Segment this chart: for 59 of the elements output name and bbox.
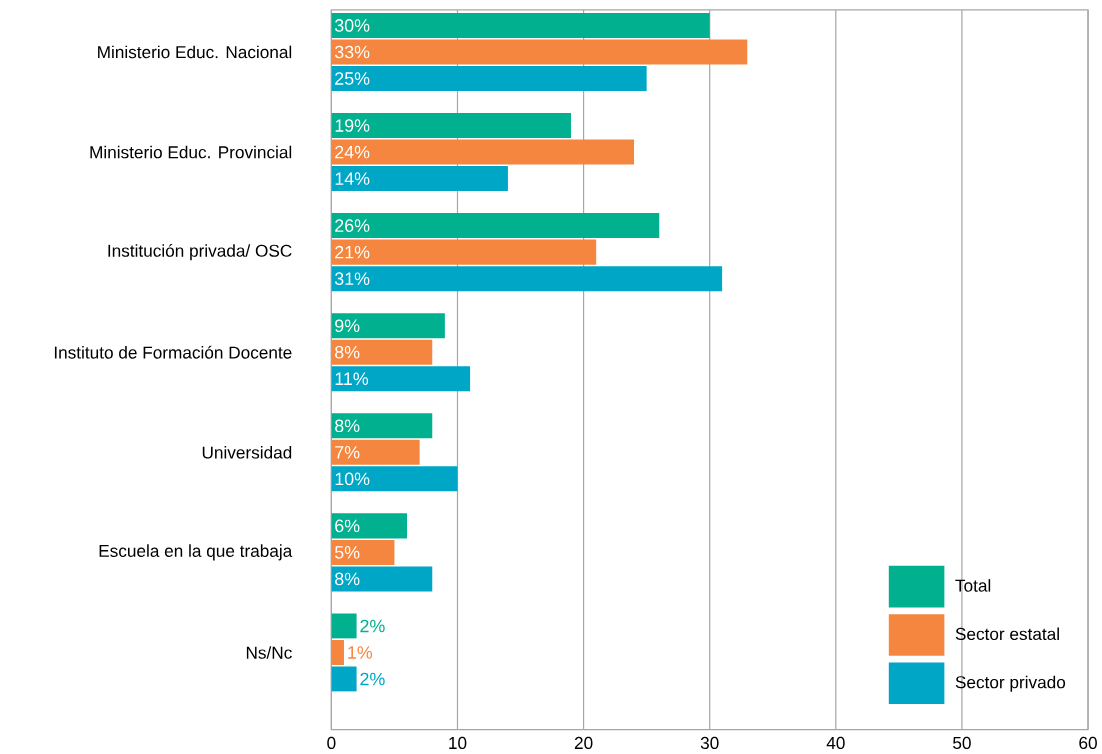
- data-label: 8%: [335, 345, 360, 359]
- bar: [331, 513, 408, 539]
- bar: [331, 539, 395, 565]
- bar: [331, 339, 433, 365]
- data-label: 21%: [335, 245, 370, 259]
- bar: [331, 413, 433, 439]
- bar: [331, 39, 748, 65]
- y-tick-label: Instituto de Formación Docente: [54, 345, 292, 359]
- data-label: 25%: [335, 71, 370, 85]
- bar: [331, 439, 420, 465]
- bar: [331, 566, 433, 592]
- text: Sector estatal: [955, 627, 1059, 640]
- bar: [331, 265, 723, 291]
- bar: [331, 466, 458, 492]
- y-tick-label: Institución privada/ OSC: [108, 243, 292, 261]
- bar: [331, 212, 660, 238]
- text: Sector privado: [955, 675, 1066, 692]
- data-label: 14%: [335, 172, 370, 185]
- y-tick-label: Ministerio Educ. Nacional: [98, 45, 292, 59]
- bar: [331, 639, 344, 665]
- data-label: 6%: [335, 519, 360, 533]
- bar: [331, 139, 635, 165]
- data-label: 2%: [360, 619, 385, 633]
- x-tick-label: 20: [574, 736, 593, 749]
- y-tick-label: Ministerio Educ. Provincial: [90, 145, 292, 159]
- x-tick-label: 60: [1079, 736, 1097, 749]
- y-tick-label: Escuela en la que trabaja: [99, 544, 293, 561]
- data-label: 10%: [335, 472, 370, 485]
- bar: [331, 366, 471, 392]
- data-label: 19%: [335, 119, 370, 132]
- data-label: 30%: [334, 18, 370, 32]
- bar: [331, 65, 647, 91]
- data-label: 24%: [335, 145, 370, 159]
- data-label: 2%: [360, 672, 385, 686]
- bar: [331, 12, 710, 38]
- text: Total: [955, 578, 991, 592]
- y-tick-label: Ns/Nc: [246, 645, 292, 659]
- x-tick-label: 50: [953, 736, 971, 749]
- data-label: 9%: [335, 319, 360, 332]
- data-label: 7%: [335, 445, 360, 459]
- bar: [331, 666, 357, 692]
- data-label: 31%: [334, 272, 370, 285]
- data-label: 26%: [335, 219, 370, 232]
- bar: [331, 112, 571, 138]
- x-tick-label: 10: [449, 736, 467, 749]
- bar: [331, 165, 508, 191]
- bar: [331, 239, 597, 265]
- data-label: 1%: [348, 646, 373, 659]
- data-label: 8%: [335, 419, 360, 432]
- data-label: 11%: [335, 372, 369, 385]
- bar: [331, 313, 445, 339]
- x-tick-label: 0: [327, 736, 336, 749]
- bar: [331, 613, 357, 639]
- data-label: 8%: [335, 572, 360, 586]
- y-tick-label: Universidad: [202, 445, 292, 459]
- data-label: 33%: [334, 45, 370, 59]
- data-label: 5%: [334, 545, 360, 559]
- x-tick-label: 30: [700, 736, 719, 749]
- x-tick-label: 40: [826, 736, 845, 749]
